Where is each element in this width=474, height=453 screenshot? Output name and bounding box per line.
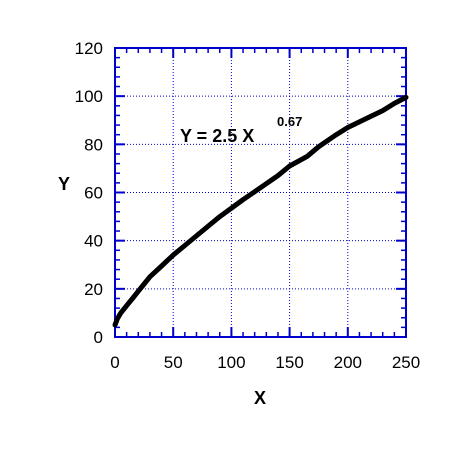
major-ticks <box>114 47 407 338</box>
y-tick-label: 20 <box>84 280 103 299</box>
y-axis-label: Y <box>58 174 70 194</box>
y-tick-label: 80 <box>84 135 103 154</box>
x-tick-label: 250 <box>392 353 420 372</box>
y-tick-label: 0 <box>94 328 103 347</box>
x-axis-label: X <box>254 388 266 408</box>
y-tick-label: 120 <box>75 39 103 58</box>
x-tick-label: 100 <box>217 353 245 372</box>
equation-label: Y = 2.5 X <box>180 126 254 146</box>
y-tick-label: 40 <box>84 232 103 251</box>
x-tick-label: 0 <box>110 353 119 372</box>
equation-exponent: 0.67 <box>277 114 302 129</box>
minor-ticks <box>114 47 407 338</box>
x-tick-labels: 0 50 100 150 200 250 <box>110 353 420 372</box>
data-line <box>112 94 409 328</box>
plot-frame <box>114 47 407 338</box>
y-tick-label: 100 <box>75 87 103 106</box>
x-tick-label: 200 <box>334 353 362 372</box>
y-tick-labels: 0 20 40 60 80 100 120 <box>75 39 103 347</box>
grid <box>115 48 406 337</box>
y-tick-label: 60 <box>84 184 103 203</box>
x-tick-label: 150 <box>275 353 303 372</box>
x-tick-label: 50 <box>164 353 183 372</box>
